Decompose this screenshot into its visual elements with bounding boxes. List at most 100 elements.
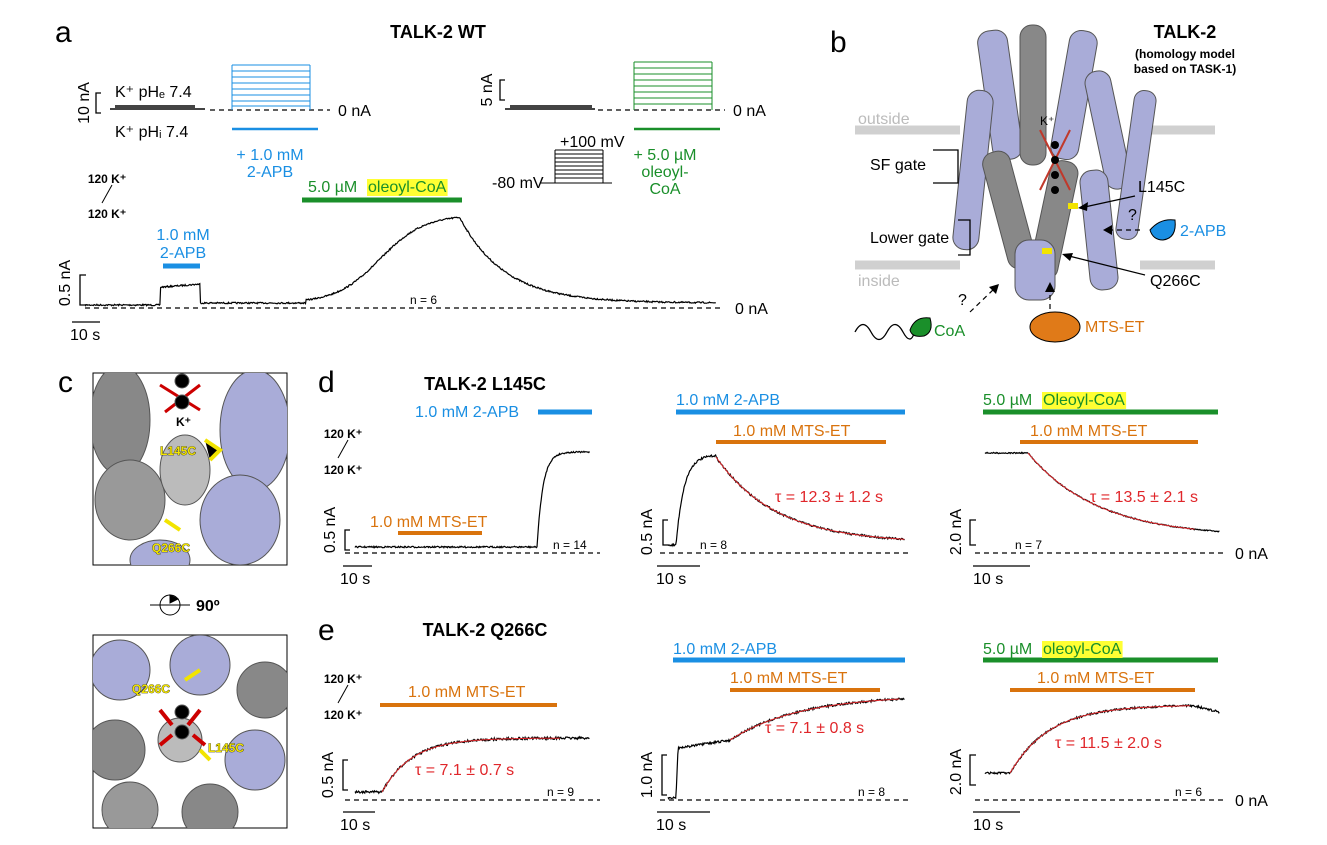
scale-label: 10 s [973, 817, 1003, 834]
zero-label: 0 nA [1235, 793, 1268, 810]
scale-label: 10 s [656, 571, 686, 588]
drug-label: 5.0 µM [983, 641, 1032, 658]
solution-label: K⁺ pHₑ 7.4 [115, 84, 192, 101]
drug-label: MTS-ET [1085, 319, 1145, 336]
bracket [933, 149, 959, 184]
n-label: n = 6 [410, 293, 437, 307]
solution-label: 120 K⁺ [88, 172, 126, 186]
drug-label: CoA [934, 323, 965, 340]
gate-label: SF gate [870, 157, 926, 174]
scale-bar [969, 519, 976, 546]
drug-label: 1.0 mM MTS-ET [733, 423, 851, 440]
scale-bar [344, 529, 350, 551]
scale-label: 10 s [656, 817, 686, 834]
drug-label: 5.0 µM [983, 392, 1032, 409]
traces [84, 61, 1220, 800]
fit-curve [715, 456, 905, 540]
subtitle: based on TASK-1) [1134, 62, 1236, 76]
solution-label: 120 K⁺ [324, 427, 362, 441]
bracket [958, 219, 971, 256]
n-label: n = 9 [547, 785, 574, 799]
site-label: Q266C [132, 682, 170, 696]
scale-label: 10 s [973, 571, 1003, 588]
panel-label: c [58, 366, 73, 399]
scale-label: 2.0 nA [948, 749, 965, 796]
scale-label: 1.0 nA [639, 752, 656, 799]
question-mark: ? [958, 292, 967, 309]
voltage-label: -80 mV [492, 175, 544, 192]
arrowhead [1103, 225, 1112, 235]
site-label: L145C [208, 741, 244, 755]
site-label: Q266C [1150, 273, 1201, 290]
mts-icon [1029, 311, 1081, 343]
membrane-label: inside [858, 273, 900, 290]
voltage-protocol [540, 149, 612, 184]
ion-label: K⁺ [176, 415, 191, 429]
rotation-label: 90º [196, 598, 220, 615]
highlight [1042, 392, 1127, 409]
scale-label: 0.5 nA [322, 507, 339, 554]
fit-curve [381, 737, 560, 793]
arrowhead [1062, 253, 1073, 261]
scale-bar [969, 754, 976, 786]
current-family [231, 64, 311, 110]
drug-label: 5.0 µM [308, 179, 357, 196]
scale-label: 10 s [340, 817, 370, 834]
labels: a TALK-2 WT 10 nA K⁺ pHₑ 7.4 K⁺ pHᵢ 7.4 … [55, 16, 1268, 834]
drug-label: 2-APB [160, 245, 206, 262]
arrow [969, 287, 996, 313]
scale-bar [499, 79, 505, 101]
voltage-label: +100 mV [560, 134, 625, 151]
arrow [1079, 195, 1136, 209]
fit-curve [1009, 705, 1190, 774]
current-trace [667, 697, 905, 800]
drug-label: 1.0 mM [156, 227, 209, 244]
apb-icon [1149, 219, 1176, 241]
drug-label: + 5.0 µM [633, 147, 696, 164]
n-label: n = 8 [700, 538, 727, 552]
n-label: n = 14 [553, 538, 587, 552]
scale-label: 2.0 nA [948, 509, 965, 556]
drug-label: 1.0 mM MTS-ET [730, 670, 848, 687]
fit-curve [1027, 452, 1195, 530]
current-family [110, 105, 205, 110]
tau-label: τ = 13.5 ± 2.1 s [1090, 489, 1198, 506]
drug-label: 1.0 mM MTS-ET [1037, 670, 1155, 687]
n-label: n = 8 [858, 785, 885, 799]
drug-label: 1.0 mM MTS-ET [370, 514, 488, 531]
scale-label: 0.5 nA [320, 752, 337, 799]
panel-label: e [318, 614, 335, 647]
zero-label: 0 nA [735, 301, 768, 318]
current-trace [84, 216, 717, 307]
selectivity-filter [1039, 129, 1078, 254]
site-label: L145C [1138, 179, 1185, 196]
panel-title: TALK-2 WT [390, 22, 486, 42]
arrowhead [989, 284, 999, 294]
slash [337, 439, 349, 459]
panel-label: a [55, 16, 72, 49]
fit-curve [729, 698, 900, 741]
panel-title: TALK-2 [1154, 22, 1217, 42]
highlight [1042, 641, 1123, 658]
current-family [505, 105, 595, 110]
scale-label: 5 nA [479, 73, 496, 106]
scale-label: 10 nA [76, 82, 93, 124]
solution-label: 120 K⁺ [324, 708, 362, 722]
solution-label: 120 K⁺ [324, 463, 362, 477]
panel-title: TALK-2 Q266C [423, 620, 548, 640]
zero-label: 0 nA [1235, 546, 1268, 563]
tau-label: τ = 11.5 ± 2.0 s [1055, 735, 1162, 752]
tau-label: τ = 7.1 ± 0.8 s [765, 720, 864, 737]
slash [337, 684, 349, 704]
solution-label: 120 K⁺ [324, 672, 362, 686]
membrane-label: outside [858, 111, 910, 128]
panel-title: TALK-2 L145C [424, 374, 546, 394]
slash [101, 184, 113, 204]
structure-top [92, 372, 288, 566]
solution-label: K⁺ pHᵢ 7.4 [115, 124, 188, 141]
scale-bar [95, 92, 101, 114]
scale-bar [342, 759, 348, 791]
n-label: n = 6 [1175, 785, 1202, 799]
site-label: Q266C [152, 541, 190, 555]
